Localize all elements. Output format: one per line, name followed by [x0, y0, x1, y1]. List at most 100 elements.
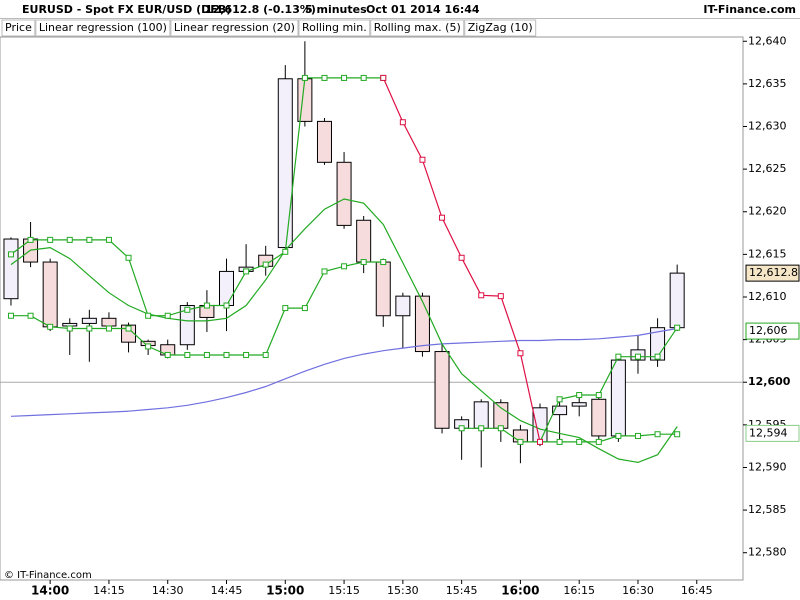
indicator-line: [10, 77, 678, 443]
indicator-marker: [7, 251, 14, 258]
indicator-marker: [478, 292, 485, 299]
x-tick-label: 16:30: [622, 584, 654, 597]
footer: © IT-Finance.com: [4, 570, 92, 581]
last-quote: 12,612.8 (-0.13%): [205, 3, 316, 16]
indicator-marker: [595, 392, 602, 399]
indicator-marker: [223, 351, 230, 358]
x-tick-label: 15:15: [328, 584, 360, 597]
x-tick-label: 15:00: [266, 584, 304, 598]
y-tick-label: 12,585: [748, 503, 787, 516]
indicator-marker: [341, 263, 348, 270]
indicator-marker: [615, 432, 622, 439]
indicator-marker: [556, 438, 563, 445]
indicator-marker: [203, 351, 210, 358]
x-tick-label: 14:00: [31, 584, 69, 598]
y-tick-label: 12,590: [748, 460, 787, 473]
indicator-marker: [399, 119, 406, 126]
y-tick-label: 12,630: [748, 120, 787, 133]
indicator-marker: [497, 293, 504, 300]
indicator-marker: [654, 353, 661, 360]
price-tag: [745, 264, 800, 282]
plot-area: [0, 36, 744, 581]
indicator-marker: [223, 302, 230, 309]
indicator-line: [11, 261, 678, 443]
indicator-marker: [321, 74, 328, 81]
indicator-marker: [282, 305, 289, 312]
indicator-marker: [66, 236, 73, 243]
x-tick-label: 14:15: [93, 584, 125, 597]
indicator-marker: [125, 325, 132, 332]
candle-body: [532, 407, 548, 443]
legend-label: Rolling min.: [302, 21, 367, 34]
candle-body: [42, 261, 58, 328]
indicator-marker: [243, 268, 250, 275]
indicator-marker: [517, 350, 524, 357]
candle-body: [610, 359, 626, 437]
legend-box: [170, 19, 299, 37]
indicator-marker: [262, 351, 269, 358]
indicator-marker: [537, 438, 544, 445]
source: IT-Finance.com: [703, 3, 796, 16]
indicator-marker: [321, 268, 328, 275]
y-tick-label: 12,620: [748, 205, 787, 218]
indicator-line: [10, 198, 678, 464]
chart-title: EURUSD - Spot FX EUR/USD (DFB): [22, 3, 231, 16]
indicator-marker: [419, 156, 426, 163]
indicator-marker: [360, 259, 367, 266]
indicator-marker: [615, 353, 622, 360]
x-tick-label: 16:15: [563, 584, 595, 597]
candle-body: [493, 402, 509, 429]
indicator-marker: [145, 343, 152, 350]
candle-body: [316, 120, 332, 163]
x-tick-label: 14:45: [211, 584, 243, 597]
x-tick-label: 15:45: [446, 584, 478, 597]
legend-box: [35, 19, 171, 37]
indicator-marker: [380, 259, 387, 266]
candle-body: [219, 270, 235, 307]
price-tag: [745, 322, 800, 340]
candle-body: [375, 261, 391, 317]
indicator-marker: [47, 236, 54, 243]
candle-body: [571, 402, 587, 407]
indicator-marker: [164, 312, 171, 319]
indicator-marker: [66, 325, 73, 332]
indicator-marker: [203, 302, 210, 309]
indicator-marker: [576, 438, 583, 445]
interval: 5 minutes: [305, 3, 367, 16]
indicator-marker: [243, 351, 250, 358]
indicator-marker: [125, 254, 132, 261]
indicator-marker: [301, 74, 308, 81]
indicator-marker: [105, 325, 112, 332]
indicator-marker: [595, 438, 602, 445]
indicator-marker: [478, 425, 485, 432]
candle-body: [81, 317, 97, 324]
indicator-marker: [360, 74, 367, 81]
candle-body: [179, 305, 195, 346]
x-tick-label: 16:00: [501, 584, 539, 598]
indicator-marker: [184, 306, 191, 313]
y-tick-label: 12,625: [748, 162, 787, 175]
indicator-marker: [86, 236, 93, 243]
indicator-marker: [458, 425, 465, 432]
y-tick-label: 12,635: [748, 77, 787, 90]
legend-box: [1, 19, 36, 37]
indicator-marker: [341, 74, 348, 81]
legend-box: [464, 19, 537, 37]
indicator-marker: [27, 312, 34, 319]
indicator-marker: [7, 312, 14, 319]
y-tick-label: 12,615: [748, 247, 787, 260]
y-tick-label: 12,580: [748, 546, 787, 559]
candle-body: [473, 401, 489, 429]
price-tag: [745, 424, 800, 442]
candle-body: [591, 398, 607, 437]
indicator-marker: [517, 438, 524, 445]
y-tick-label: 12,600: [748, 375, 791, 388]
indicator-marker: [674, 431, 681, 438]
candle-body: [101, 317, 117, 327]
candle-body: [552, 405, 568, 416]
candle-body: [414, 295, 430, 353]
candle-body: [395, 295, 411, 317]
candle-body: [356, 219, 372, 263]
indicator-marker: [634, 353, 641, 360]
indicator-marker: [439, 214, 446, 221]
